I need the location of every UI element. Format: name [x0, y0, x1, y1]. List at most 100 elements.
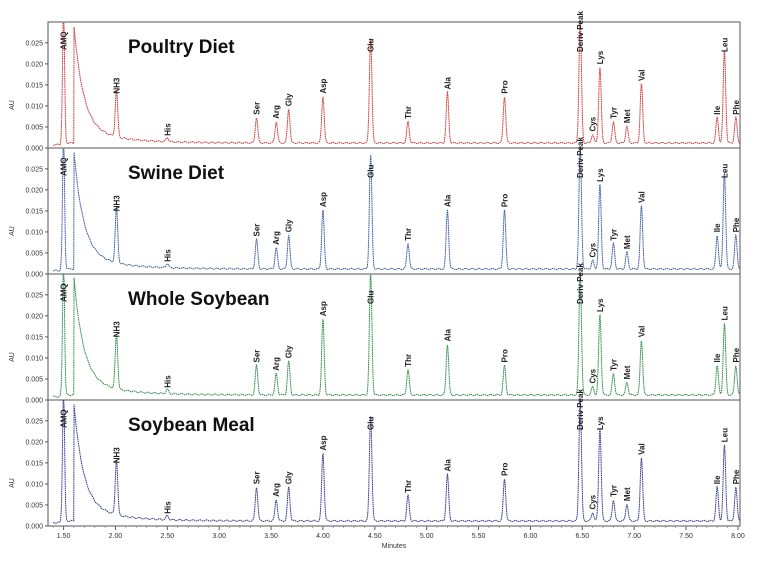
y-tick-label: 0.000 [25, 272, 43, 279]
peak-label: Tyr [609, 359, 618, 371]
peak-label: AMQ [60, 283, 69, 302]
peak-label: Val [637, 443, 646, 455]
peak-label: Asp [319, 435, 328, 450]
peak-label: Ala [443, 76, 452, 89]
peak-label: Pro [500, 80, 509, 93]
peak-label: Gly [285, 471, 294, 484]
peak-label: AMQ [60, 31, 69, 50]
peak-label: NH3 [112, 77, 121, 94]
y-axis-label: AU [9, 226, 16, 236]
peak-label: Phe [732, 347, 741, 362]
series-trace [52, 148, 740, 272]
peak-label: Gly [285, 93, 294, 106]
peak-label: Met [623, 487, 632, 501]
peak-label: Val [637, 191, 646, 203]
y-axis-label: AU [9, 478, 16, 488]
peak-label: His [163, 249, 172, 262]
x-tick-label: 3.50 [264, 533, 278, 540]
peak-label: Deriv Peak [576, 11, 585, 52]
peak-label: Cys [589, 116, 598, 131]
series-name: Whole Soybean [128, 289, 269, 310]
y-tick-label: 0.010 [25, 103, 43, 110]
panel-2: 0.000 0.005 0.010 0.015 0.020 0.025 AU AMQ NH3 Hi… [9, 263, 741, 405]
x-tick-label: 4.00 [316, 533, 330, 540]
peak-label: Asp [319, 301, 328, 316]
peak-label: Pro [500, 462, 509, 475]
peak-label: Phe [732, 217, 741, 232]
peak-label: Lys [596, 298, 605, 312]
x-tick-label: 5.00 [420, 533, 434, 540]
series-name: Soybean Meal [128, 415, 255, 436]
y-tick-label: 0.025 [25, 292, 43, 299]
series-trace [53, 274, 741, 398]
peak-label: Leu [720, 306, 729, 320]
peak-label: Pro [500, 194, 509, 207]
peak-label: Asp [319, 78, 328, 93]
x-tick-label: 4.50 [368, 533, 382, 540]
peak-label: Ala [443, 459, 452, 472]
peak-label: Ser [253, 350, 262, 363]
x-tick-label: 7.00 [627, 533, 641, 540]
peak-label: Tyr [609, 485, 618, 497]
peak-label: Arg [272, 357, 281, 371]
peak-label: Ala [443, 194, 452, 207]
y-tick-label: 0.020 [25, 61, 43, 68]
peak-label: Asp [319, 192, 328, 207]
peak-label: NH3 [112, 447, 121, 464]
peak-label: Pro [500, 349, 509, 362]
peak-label: Cys [589, 242, 598, 257]
peak-label: His [163, 375, 172, 388]
peak-label: Leu [720, 164, 729, 178]
series-trace [52, 400, 741, 524]
y-axis-label: AU [9, 352, 16, 362]
peak-label: Phe [732, 99, 741, 114]
peak-label: Ser [253, 102, 262, 115]
peak-label: Deriv Peak [576, 263, 585, 304]
peak-label: Cys [589, 494, 598, 509]
peak-label: Thr [404, 106, 413, 119]
y-tick-label: 0.025 [25, 166, 43, 173]
peak-label: His [163, 501, 172, 514]
peak-label: AMQ [60, 157, 69, 176]
y-tick-label: 0.025 [25, 418, 43, 425]
y-tick-label: 0.000 [25, 524, 43, 531]
peak-label: Thr [404, 480, 413, 493]
y-tick-label: 0.005 [25, 502, 43, 509]
y-tick-label: 0.005 [25, 124, 43, 131]
y-tick-label: 0.025 [25, 40, 43, 47]
peak-label: NH3 [112, 321, 121, 338]
peak-label: Thr [404, 228, 413, 241]
y-tick-label: 0.010 [25, 355, 43, 362]
peak-label: Glu [367, 291, 376, 304]
x-tick-label: 7.50 [679, 533, 693, 540]
peak-label: Met [623, 365, 632, 379]
peak-label: Gly [285, 345, 294, 358]
x-tick-label: 2.00 [109, 533, 123, 540]
peak-label: His [163, 123, 172, 136]
y-tick-label: 0.015 [25, 460, 43, 467]
peak-label: Ser [253, 224, 262, 237]
y-tick-label: 0.010 [25, 481, 43, 488]
peak-label: Val [637, 69, 646, 81]
peak-label: Lys [596, 168, 605, 182]
peak-label: Phe [732, 469, 741, 484]
peak-label: Ala [443, 328, 452, 341]
panel-3: 0.000 0.005 0.010 0.015 0.020 0.025 AU AMQ NH3 Hi… [9, 389, 741, 531]
x-axis-label: Minutes [382, 543, 407, 550]
peak-label: Arg [272, 483, 281, 497]
peak-label: NH3 [112, 195, 121, 212]
peak-label: Gly [285, 219, 294, 232]
peak-label: Cys [589, 368, 598, 383]
series-trace [53, 22, 741, 146]
x-tick-label: 5.50 [472, 533, 486, 540]
x-tick-label: 1.50 [57, 533, 71, 540]
peak-label: AMQ [60, 409, 69, 428]
panel-1: 0.000 0.005 0.010 0.015 0.020 0.025 AU AMQ NH3 Hi… [9, 137, 741, 279]
x-tick-label: 2.50 [160, 533, 174, 540]
peak-label: Glu [367, 39, 376, 52]
peak-label: Met [623, 109, 632, 123]
y-tick-label: 0.000 [25, 398, 43, 405]
y-tick-label: 0.005 [25, 250, 43, 257]
peak-label: Deriv Peak [576, 389, 585, 430]
